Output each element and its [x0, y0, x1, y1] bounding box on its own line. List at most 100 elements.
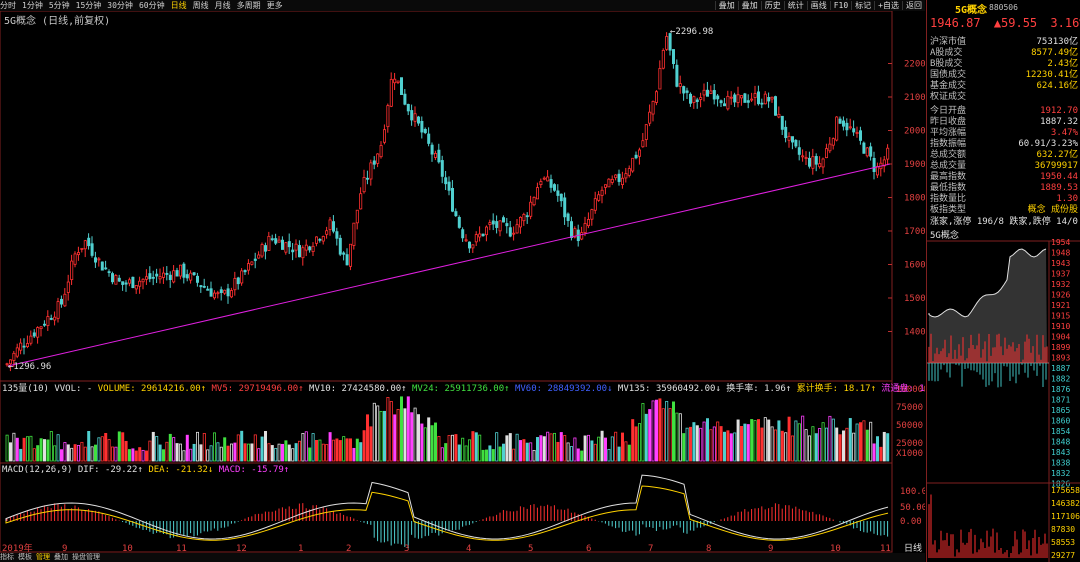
mini-tick-label: 1915: [1051, 312, 1070, 321]
volume-bar: [627, 444, 631, 462]
mini-vol-tick: 146382: [1051, 499, 1080, 508]
volume-bar: [536, 437, 540, 462]
mini-tick-label: 1899: [1051, 343, 1070, 352]
tool-button-6[interactable]: 标记: [851, 1, 875, 10]
volume-bar: [257, 448, 261, 462]
candle-body: [29, 335, 33, 344]
period-tab-3[interactable]: 15分钟: [75, 1, 102, 10]
volume-bar: [563, 435, 567, 462]
volume-bar: [127, 449, 131, 462]
chart-canvas[interactable]: 2200 2100 2000 1900 1800 1700 1600 1500 1400 ←229…: [0, 11, 925, 553]
candle-body: [148, 273, 152, 280]
volume-bar: [100, 436, 104, 462]
tool-button-7[interactable]: +自选: [874, 1, 902, 10]
volume-bar: [825, 427, 829, 462]
price-tick-label: 1800: [904, 193, 925, 203]
candle-body: [536, 187, 540, 200]
volume-bar: [97, 437, 101, 462]
candle-body: [87, 237, 91, 247]
period-tab-1[interactable]: 1分钟: [22, 1, 43, 10]
candle-body: [573, 228, 577, 238]
candle-body: [583, 223, 587, 233]
month-label: 11: [880, 544, 891, 553]
candle-body: [661, 49, 665, 69]
tool-button-1[interactable]: 叠加: [737, 1, 761, 10]
volume-bar: [291, 448, 295, 462]
volume-bar: [770, 426, 774, 462]
volume-bar: [250, 443, 254, 462]
bottom-tab-2[interactable]: 管理: [36, 553, 50, 561]
candle-body: [811, 156, 815, 169]
volume-bar: [845, 427, 849, 462]
candle-body: [287, 241, 291, 248]
period-tab-5[interactable]: 60分钟: [138, 1, 165, 10]
bottom-tab-4[interactable]: 操盘管理: [72, 553, 100, 561]
period-tab-2[interactable]: 5分钟: [48, 1, 70, 10]
candle-body: [529, 201, 533, 217]
period-tab-7[interactable]: 周线: [192, 1, 209, 10]
candle-body: [692, 96, 696, 103]
period-tab-10[interactable]: 更多: [266, 1, 283, 10]
candle-body: [195, 275, 199, 283]
volume-bar: [389, 401, 393, 462]
candle-body: [189, 272, 193, 281]
candle-body: [763, 93, 767, 105]
price-pct: 3.16%: [1050, 16, 1080, 30]
mini-tick-label: 1826: [1051, 480, 1070, 489]
tool-button-0[interactable]: 叠加: [714, 1, 738, 10]
volume-bar: [818, 428, 822, 462]
candle-body: [624, 173, 628, 179]
month-label: 4: [466, 544, 471, 553]
tool-button-2[interactable]: 历史: [760, 1, 784, 10]
macd-tick-label: 50.00: [900, 503, 925, 513]
candle-body: [882, 159, 886, 167]
candle-body: [593, 198, 597, 211]
candle-body: [859, 130, 863, 141]
volume-bar: [865, 429, 869, 462]
candle-body: [8, 359, 12, 365]
max-price-label: ←2296.98: [670, 27, 713, 37]
volume-bar: [835, 427, 839, 462]
row-label: 权证成交: [930, 92, 967, 102]
price-tick-label: 1500: [904, 294, 925, 304]
tool-button-4[interactable]: 画线: [806, 1, 830, 10]
volume-bar: [46, 439, 50, 462]
price-change: ▲59.55: [993, 16, 1038, 30]
month-label: 10: [122, 544, 133, 553]
volume-bar: [73, 444, 77, 462]
volume-bar: [872, 443, 876, 462]
candle-body: [294, 243, 298, 251]
volume-bar: [607, 448, 611, 462]
tool-button-8[interactable]: 返回: [902, 1, 925, 10]
trend-line: [7, 163, 891, 367]
bottom-tab-1[interactable]: 模板: [18, 553, 32, 561]
volume-bar: [270, 445, 274, 462]
volume-bar: [243, 443, 247, 462]
candle-body: [740, 95, 744, 99]
bottom-tab-0[interactable]: 指标: [0, 553, 14, 561]
volume-bar: [355, 438, 359, 462]
market-row-1: A股成交 8577.49亿: [930, 48, 1078, 59]
volume-bar: [15, 437, 19, 462]
tool-button-3[interactable]: 统计: [783, 1, 807, 10]
period-tab-6[interactable]: 日线: [170, 1, 187, 10]
mini-tick-label: 1871: [1051, 396, 1070, 405]
volume-bar: [723, 431, 727, 462]
candle-body: [46, 316, 50, 326]
candle-body: [83, 240, 87, 250]
volume-bar: [379, 410, 383, 462]
candle-body: [716, 95, 720, 100]
candle-body: [447, 181, 451, 191]
bottom-tab-3[interactable]: 叠加: [54, 553, 68, 561]
tool-button-5[interactable]: F10: [829, 1, 852, 10]
candle-body: [648, 111, 652, 124]
period-tab-0[interactable]: 分时: [0, 1, 16, 10]
period-tab-9[interactable]: 多周期: [236, 1, 261, 10]
volume-bar: [814, 433, 818, 462]
volume-bar: [311, 433, 315, 462]
period-tab-4[interactable]: 30分钟: [107, 1, 133, 10]
index-row-6: 最高指数 1950.44: [930, 172, 1078, 183]
volume-bar: [314, 439, 318, 462]
period-tab-8[interactable]: 月线: [214, 1, 231, 10]
